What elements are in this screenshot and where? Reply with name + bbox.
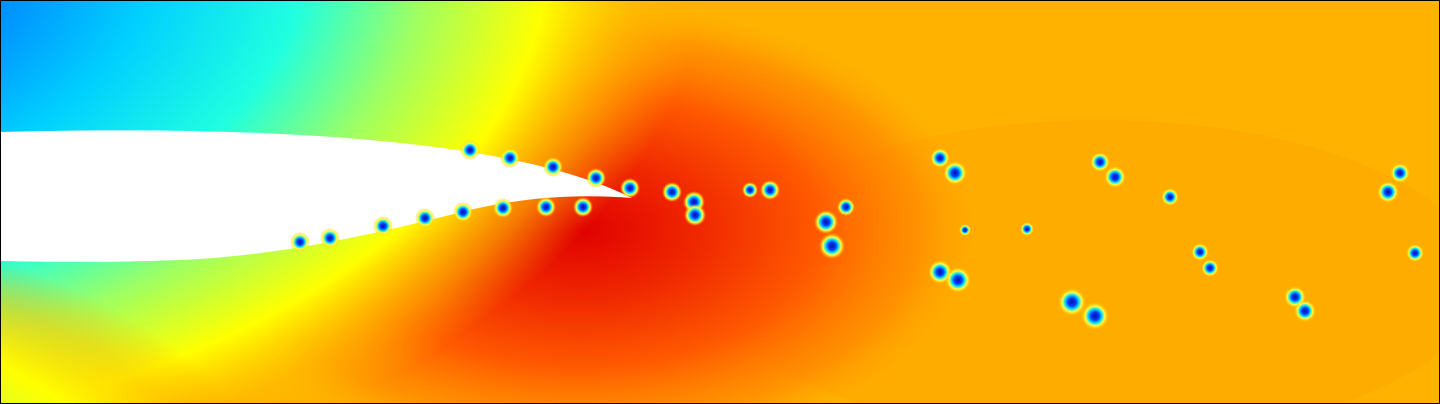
vortex (320, 228, 340, 248)
vortex (945, 267, 971, 293)
vortex (943, 161, 967, 185)
vortex (1020, 222, 1034, 236)
vortex (453, 202, 473, 222)
vortex (1294, 300, 1316, 322)
vortex (1081, 302, 1109, 330)
vortex (543, 157, 563, 177)
vortex (573, 197, 593, 217)
vortex (742, 182, 758, 198)
vortex (1090, 152, 1110, 172)
vortex (662, 182, 682, 202)
vortex (760, 180, 780, 200)
vortex (684, 204, 706, 226)
vortex (620, 178, 640, 198)
vortex (1161, 188, 1179, 206)
vortex (460, 140, 480, 160)
vortex (1201, 259, 1219, 277)
vortex (536, 197, 556, 217)
vortex (493, 198, 513, 218)
vortex (819, 233, 845, 259)
vortex (1390, 163, 1410, 183)
vortex (1191, 243, 1209, 261)
vortex (814, 210, 838, 234)
vortex (586, 168, 606, 188)
vortex (1104, 166, 1126, 188)
vortex (290, 232, 310, 252)
vortex (837, 198, 855, 216)
vortex (959, 224, 971, 236)
vortex (373, 216, 393, 236)
airfoil (0, 130, 632, 262)
vortex (1406, 244, 1424, 262)
vortex (500, 148, 520, 168)
vortex (415, 208, 435, 228)
vortex (1377, 181, 1399, 203)
